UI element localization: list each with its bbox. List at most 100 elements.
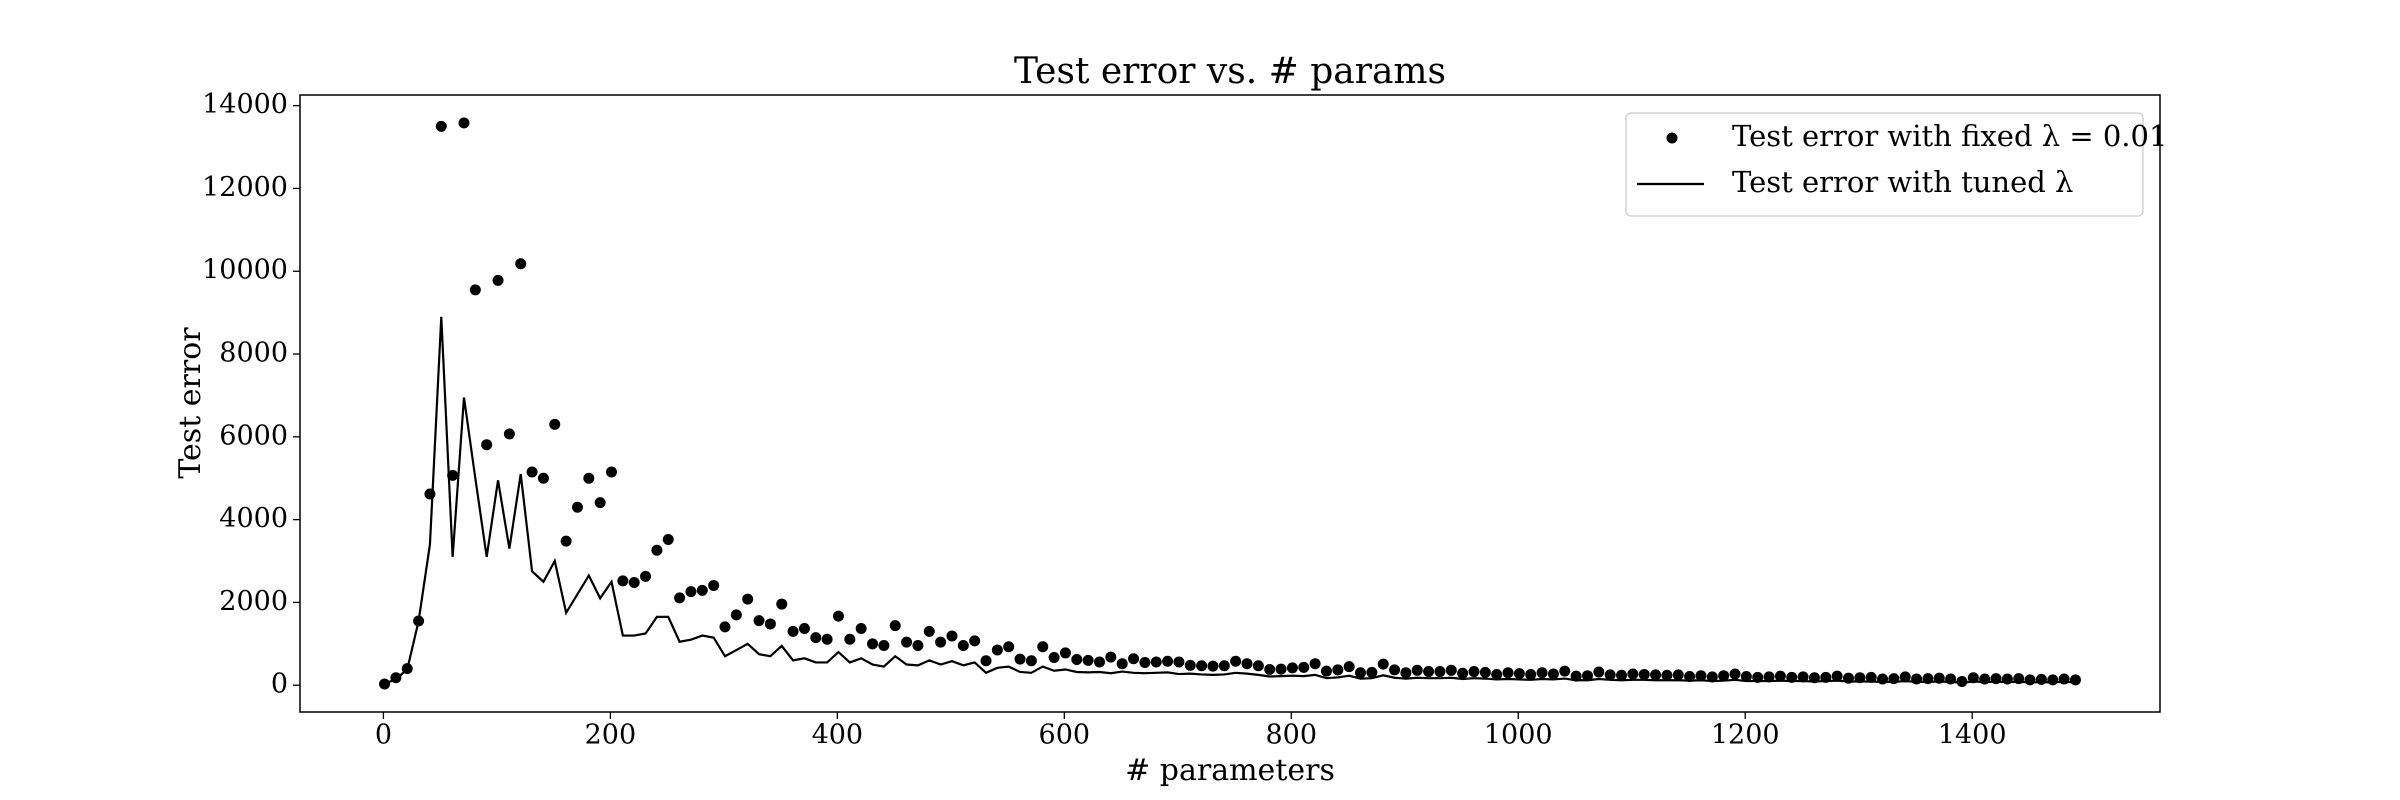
data-point — [1048, 651, 1060, 663]
data-point — [1355, 667, 1367, 679]
legend-box — [1625, 112, 2144, 217]
data-point — [1320, 665, 1332, 677]
data-point — [1468, 666, 1480, 678]
x-tick-label: 0 — [375, 720, 392, 751]
x-tick-label: 1400 — [1938, 720, 2007, 751]
data-point — [640, 570, 652, 582]
data-point — [832, 610, 844, 622]
data-point — [1400, 667, 1412, 679]
legend-marker — [1666, 132, 1678, 144]
data-point — [1105, 651, 1117, 663]
data-point — [1763, 671, 1775, 683]
data-point — [1286, 662, 1298, 674]
data-point — [481, 439, 493, 451]
data-point — [1457, 667, 1469, 679]
chart-title: Test error vs. # params — [1014, 51, 1446, 92]
data-point — [1831, 670, 1843, 682]
x-tick-label: 400 — [812, 720, 864, 751]
data-point — [1797, 671, 1809, 683]
data-point — [946, 630, 958, 642]
data-point — [379, 678, 391, 690]
y-tick-label: 12000 — [202, 172, 288, 203]
data-point — [1128, 653, 1140, 665]
data-point — [901, 636, 913, 648]
data-point — [515, 258, 527, 270]
data-point — [1729, 668, 1741, 680]
data-point — [1150, 656, 1162, 668]
data-point — [1627, 668, 1639, 680]
data-point — [1865, 671, 1877, 683]
data-point — [787, 625, 799, 637]
y-tick-label: 10000 — [202, 255, 288, 286]
data-point — [935, 636, 947, 648]
data-point — [1264, 663, 1276, 675]
data-point — [1196, 660, 1208, 672]
data-point — [662, 533, 674, 545]
data-point — [2047, 674, 2059, 686]
x-tick-label: 600 — [1039, 720, 1091, 751]
data-point — [424, 488, 436, 500]
data-point — [1025, 655, 1037, 667]
data-point — [742, 593, 754, 605]
data-point — [1389, 664, 1401, 676]
data-point — [1037, 641, 1049, 653]
data-point — [764, 618, 776, 630]
data-point — [1593, 666, 1605, 678]
data-point — [1479, 666, 1491, 678]
data-point — [1377, 658, 1389, 670]
data-point — [1309, 658, 1321, 670]
data-point — [923, 625, 935, 637]
data-point — [1116, 658, 1128, 670]
data-point — [810, 632, 822, 644]
data-point — [1616, 669, 1628, 681]
data-point — [685, 586, 697, 598]
data-point — [628, 577, 640, 589]
data-point — [458, 117, 470, 129]
y-tick-label: 8000 — [219, 338, 288, 369]
data-point — [1718, 670, 1730, 682]
data-point — [1332, 664, 1344, 676]
legend-label: Test error with tuned λ — [1732, 165, 2073, 199]
data-point — [1559, 665, 1571, 677]
data-point — [969, 635, 981, 647]
data-point — [1774, 670, 1786, 682]
data-point — [583, 472, 595, 484]
data-point — [1093, 656, 1105, 668]
data-point — [889, 620, 901, 632]
data-point — [1082, 654, 1094, 666]
y-tick-label: 6000 — [219, 420, 288, 451]
data-point — [1684, 671, 1696, 683]
data-point — [1162, 655, 1174, 667]
data-point — [1581, 670, 1593, 682]
data-point — [1218, 660, 1230, 672]
data-point — [492, 274, 504, 286]
data-point — [1513, 668, 1525, 680]
x-tick-label: 1000 — [1484, 720, 1553, 751]
data-point — [1491, 668, 1503, 680]
data-point — [1604, 669, 1616, 681]
y-tick-label: 4000 — [219, 503, 288, 534]
data-point — [1139, 656, 1151, 668]
data-point — [1207, 660, 1219, 672]
data-point — [1525, 668, 1537, 680]
data-point — [1275, 663, 1287, 675]
data-point — [560, 535, 572, 547]
data-point — [980, 655, 992, 667]
data-point — [1184, 659, 1196, 671]
data-point — [1173, 656, 1185, 668]
x-tick-label: 1200 — [1711, 720, 1780, 751]
data-point — [503, 428, 515, 440]
data-point — [1298, 661, 1310, 673]
data-point — [526, 466, 538, 478]
data-point — [1672, 669, 1684, 681]
y-tick-label: 2000 — [219, 586, 288, 617]
data-point — [1241, 658, 1253, 670]
data-point — [1956, 675, 1968, 687]
data-point — [708, 579, 720, 591]
plot-frame — [299, 94, 2161, 713]
data-point — [1445, 664, 1457, 676]
data-point — [537, 472, 549, 484]
data-point — [2069, 674, 2081, 686]
x-tick-label: 200 — [585, 720, 637, 751]
data-point — [469, 284, 481, 296]
